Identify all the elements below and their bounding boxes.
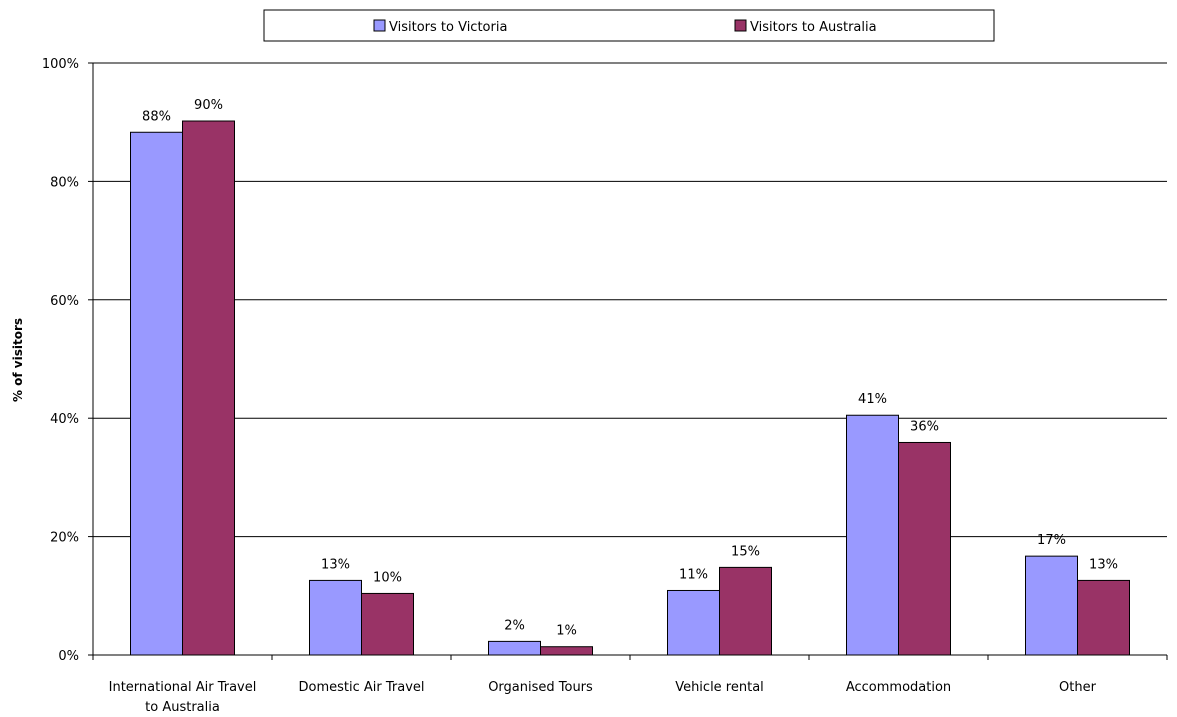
- data-label: 17%: [1037, 533, 1066, 548]
- data-label: 2%: [504, 618, 525, 633]
- bar-australia: [182, 120, 235, 656]
- data-label: 13%: [1089, 557, 1118, 572]
- bar-australia: [1077, 579, 1130, 656]
- data-label: 11%: [679, 567, 708, 582]
- bar-australia: [719, 566, 772, 656]
- y-tick-label: 100%: [42, 57, 79, 72]
- data-label: 90%: [194, 98, 223, 113]
- legend-box: [263, 9, 995, 42]
- bar-australia: [898, 441, 951, 656]
- bar-victoria: [846, 414, 899, 656]
- legend-swatch: [373, 19, 386, 32]
- data-label: 1%: [556, 624, 577, 639]
- bars: [130, 120, 1130, 656]
- data-label: 10%: [373, 570, 402, 585]
- gridlines: [93, 62, 1167, 538]
- bar-victoria: [1025, 555, 1078, 656]
- y-tick-label: 80%: [50, 175, 79, 190]
- data-label: 41%: [858, 392, 887, 407]
- x-tick-label: International Air Travel to Australia: [109, 680, 257, 715]
- data-label: 13%: [321, 557, 350, 572]
- labels: 88% 90% 13% 10% 2% 1% 11% 15% 41% 36% 17% 13%: [142, 98, 1118, 639]
- x-tick-label: Vehicle rental: [675, 680, 764, 695]
- bar-victoria: [488, 640, 541, 656]
- x-tick-label: Domestic Air Travel: [298, 680, 424, 695]
- y-axis-title: % of visitors: [11, 318, 25, 402]
- y-tick-label: 20%: [50, 531, 79, 546]
- x-tick-label: Other: [1059, 680, 1097, 695]
- data-label: 36%: [910, 419, 939, 434]
- x-tick-label: Accommodation: [846, 680, 951, 695]
- bar-australia: [361, 592, 414, 656]
- bar-victoria: [309, 579, 362, 656]
- legend-swatch: [734, 19, 747, 32]
- y-tick-label: 0%: [58, 649, 79, 664]
- legend-label: Visitors to Victoria: [389, 20, 507, 35]
- data-label: 15%: [731, 544, 760, 559]
- y-tick-label: 40%: [50, 412, 79, 427]
- legend: Visitors to Victoria Visitors to Australi…: [263, 9, 995, 42]
- bar-victoria: [667, 589, 720, 656]
- y-tick-label: 60%: [50, 294, 79, 309]
- legend-label: Visitors to Australia: [750, 20, 877, 35]
- x-tick-label: Organised Tours: [488, 680, 593, 695]
- bar-victoria: [130, 131, 183, 656]
- data-label: 88%: [142, 109, 171, 124]
- axes: 0% 20% 40% 60% 80% 100% International Air Trav…: [42, 57, 1168, 715]
- bar-australia: [540, 646, 593, 656]
